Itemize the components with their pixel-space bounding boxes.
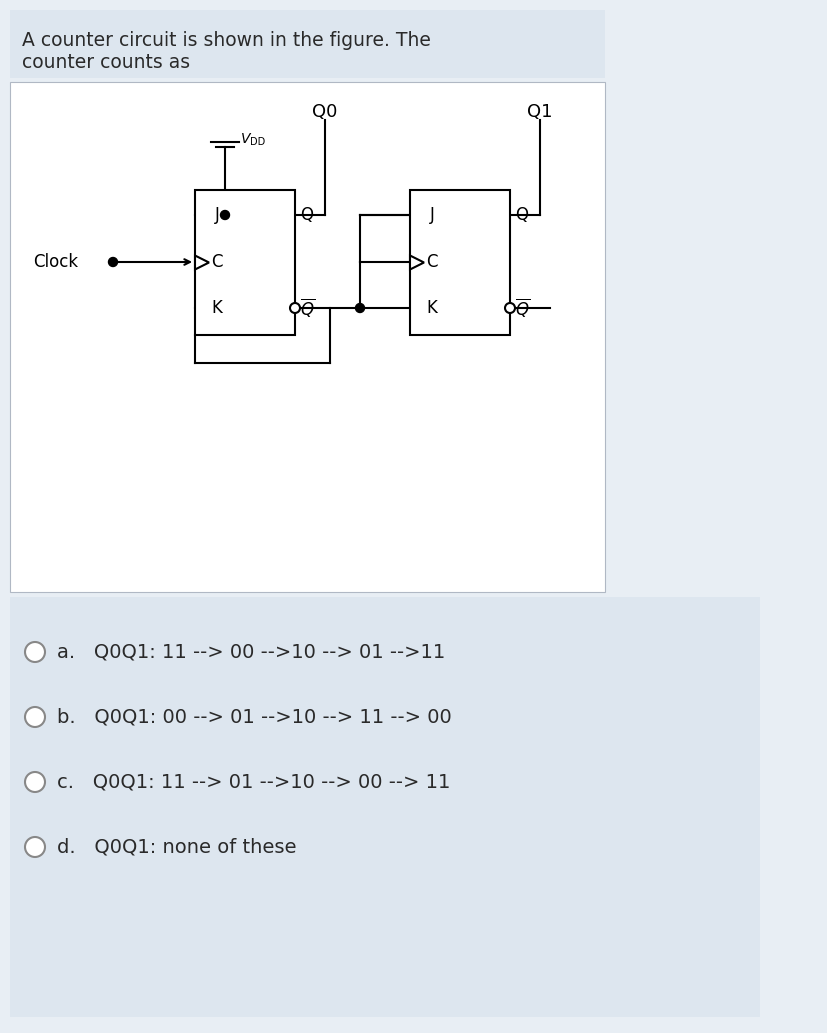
Text: J: J: [429, 206, 434, 224]
Text: counter counts as: counter counts as: [22, 53, 190, 72]
Circle shape: [25, 837, 45, 857]
FancyBboxPatch shape: [10, 597, 759, 1018]
Text: C: C: [211, 253, 222, 271]
Text: J: J: [214, 206, 219, 224]
Circle shape: [25, 641, 45, 662]
Bar: [195, 190, 294, 335]
Text: $\overline{Q}$: $\overline{Q}$: [299, 296, 315, 319]
Text: C: C: [426, 253, 437, 271]
Circle shape: [355, 304, 364, 313]
Text: c.   Q0Q1: 11 --> 01 -->10 --> 00 --> 11: c. Q0Q1: 11 --> 01 -->10 --> 00 --> 11: [57, 773, 450, 791]
Text: Q: Q: [514, 206, 528, 224]
Text: b.   Q0Q1: 00 --> 01 -->10 --> 11 --> 00: b. Q0Q1: 00 --> 01 -->10 --> 11 --> 00: [57, 708, 452, 726]
Polygon shape: [195, 255, 208, 270]
Text: Q0: Q0: [312, 103, 337, 121]
Text: Clock: Clock: [33, 253, 78, 271]
Text: A counter circuit is shown in the figure. The: A counter circuit is shown in the figure…: [22, 31, 430, 50]
Text: V: V: [241, 132, 251, 146]
Text: K: K: [212, 299, 222, 317]
Text: Q: Q: [299, 206, 313, 224]
Circle shape: [220, 211, 229, 219]
Circle shape: [25, 772, 45, 792]
FancyBboxPatch shape: [10, 10, 605, 79]
Circle shape: [504, 303, 514, 313]
Text: K: K: [426, 299, 437, 317]
Circle shape: [289, 303, 299, 313]
Text: DD: DD: [250, 137, 265, 147]
Circle shape: [108, 257, 117, 267]
Text: Q1: Q1: [527, 103, 552, 121]
FancyBboxPatch shape: [10, 82, 605, 592]
Polygon shape: [409, 255, 423, 270]
Text: a.   Q0Q1: 11 --> 00 -->10 --> 01 -->11: a. Q0Q1: 11 --> 00 -->10 --> 01 -->11: [57, 643, 445, 661]
Circle shape: [25, 707, 45, 727]
Bar: [409, 190, 509, 335]
Text: $\overline{Q}$: $\overline{Q}$: [514, 296, 529, 319]
Text: d.   Q0Q1: none of these: d. Q0Q1: none of these: [57, 838, 296, 856]
